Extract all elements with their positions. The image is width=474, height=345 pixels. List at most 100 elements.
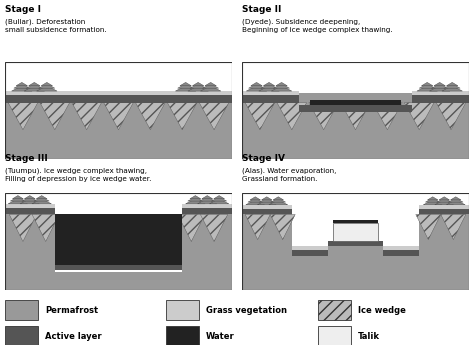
Polygon shape	[199, 103, 229, 130]
Polygon shape	[178, 215, 205, 242]
Polygon shape	[429, 86, 450, 91]
Bar	[310, 100, 401, 105]
Polygon shape	[423, 200, 442, 205]
Text: Ice wedge: Ice wedge	[358, 306, 406, 315]
Polygon shape	[442, 86, 463, 91]
Polygon shape	[72, 103, 101, 130]
Bar	[383, 246, 419, 250]
Text: Stage I: Stage I	[5, 5, 41, 14]
Text: Water: Water	[206, 332, 235, 341]
Polygon shape	[167, 103, 197, 130]
Polygon shape	[192, 82, 204, 86]
Polygon shape	[201, 215, 228, 242]
Bar	[383, 250, 419, 256]
Polygon shape	[180, 82, 191, 86]
Text: Stage III: Stage III	[5, 154, 47, 162]
Polygon shape	[22, 197, 37, 201]
Polygon shape	[36, 196, 47, 199]
Polygon shape	[259, 198, 274, 202]
Polygon shape	[202, 196, 213, 199]
Bar	[242, 215, 292, 290]
Polygon shape	[447, 200, 465, 205]
Polygon shape	[270, 215, 295, 239]
Polygon shape	[261, 84, 277, 88]
Polygon shape	[436, 103, 466, 130]
Bar	[5, 215, 55, 290]
Polygon shape	[251, 82, 262, 86]
Polygon shape	[276, 82, 287, 86]
Polygon shape	[425, 198, 440, 202]
Bar	[383, 256, 419, 290]
Polygon shape	[16, 82, 27, 86]
Text: Talik: Talik	[358, 332, 380, 341]
Bar	[412, 91, 469, 95]
Bar	[166, 326, 199, 345]
Polygon shape	[262, 197, 272, 200]
Text: (Tuumpu). Ice wedge complex thawing,
Filling of depression by ice wedge water.: (Tuumpu). Ice wedge complex thawing, Fil…	[5, 167, 151, 182]
Polygon shape	[27, 84, 42, 88]
Polygon shape	[373, 103, 402, 130]
Text: Grass vegetation: Grass vegetation	[206, 306, 287, 315]
Polygon shape	[309, 103, 338, 130]
Bar	[318, 300, 351, 321]
Text: Permafrost: Permafrost	[45, 306, 98, 315]
Polygon shape	[203, 84, 219, 88]
Bar	[182, 204, 232, 208]
Polygon shape	[432, 84, 447, 88]
Bar	[419, 205, 469, 209]
Text: Stage IV: Stage IV	[242, 154, 285, 162]
Bar	[242, 95, 299, 103]
Bar	[242, 93, 469, 159]
Bar	[292, 256, 328, 290]
Bar	[5, 273, 232, 290]
Polygon shape	[28, 82, 40, 86]
Polygon shape	[175, 86, 196, 91]
Polygon shape	[264, 82, 275, 86]
Polygon shape	[205, 82, 216, 86]
Bar	[5, 93, 232, 159]
Polygon shape	[32, 215, 59, 242]
Polygon shape	[40, 103, 70, 130]
Polygon shape	[41, 82, 53, 86]
Polygon shape	[198, 199, 217, 204]
Polygon shape	[439, 197, 449, 200]
Bar	[182, 208, 232, 215]
Polygon shape	[32, 199, 51, 204]
Bar	[166, 300, 199, 321]
Bar	[333, 223, 378, 240]
Polygon shape	[421, 82, 433, 86]
Polygon shape	[188, 86, 209, 91]
Bar	[318, 326, 351, 345]
Polygon shape	[269, 200, 288, 205]
Polygon shape	[20, 199, 39, 204]
Polygon shape	[9, 215, 36, 242]
Polygon shape	[210, 199, 229, 204]
Polygon shape	[104, 103, 133, 130]
Bar	[242, 205, 292, 209]
Polygon shape	[12, 196, 23, 199]
Polygon shape	[273, 84, 290, 88]
Polygon shape	[428, 197, 438, 200]
Polygon shape	[24, 86, 45, 91]
Polygon shape	[419, 84, 435, 88]
Polygon shape	[8, 103, 38, 130]
Polygon shape	[416, 215, 441, 239]
Polygon shape	[190, 196, 201, 199]
Bar	[5, 208, 55, 215]
Bar	[242, 278, 469, 290]
Polygon shape	[437, 198, 452, 202]
Polygon shape	[211, 197, 227, 201]
Text: Active layer: Active layer	[45, 332, 101, 341]
Polygon shape	[447, 82, 458, 86]
Polygon shape	[136, 103, 165, 130]
Bar	[5, 204, 55, 208]
Polygon shape	[178, 84, 193, 88]
Bar	[5, 300, 38, 321]
Bar	[328, 246, 383, 290]
Polygon shape	[271, 198, 286, 202]
Polygon shape	[39, 84, 55, 88]
Bar	[328, 240, 383, 246]
Polygon shape	[24, 196, 35, 199]
Polygon shape	[271, 86, 292, 91]
Polygon shape	[448, 198, 463, 202]
